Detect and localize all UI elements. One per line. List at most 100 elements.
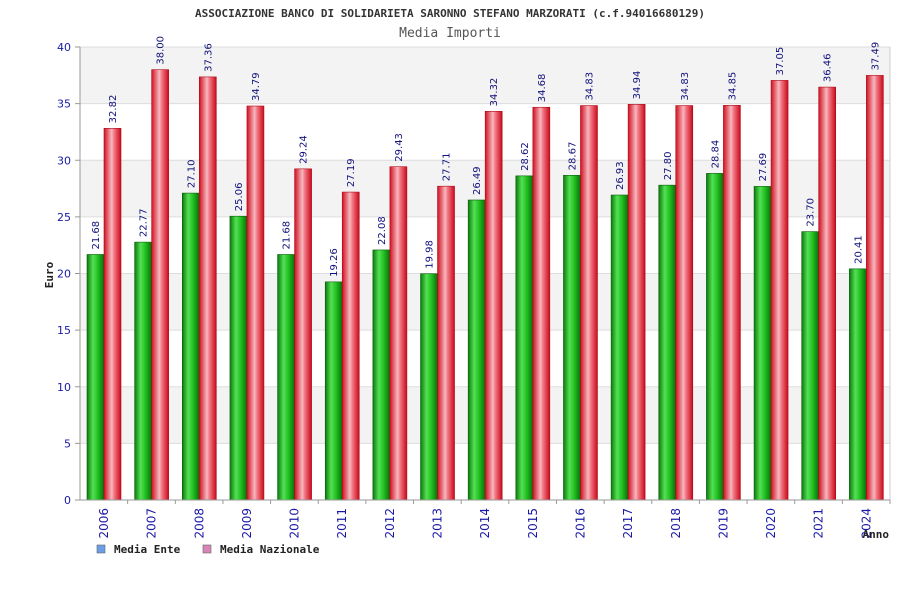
bar-media-ente — [658, 184, 677, 501]
value-label: 34.94 — [632, 71, 643, 100]
y-tick-label: 30 — [57, 154, 71, 167]
bars — [86, 69, 884, 501]
value-label: 34.79 — [251, 72, 262, 101]
bar-media-ente — [801, 231, 820, 501]
bar-media-ente — [706, 173, 724, 501]
bar-media-ente — [372, 249, 391, 501]
value-label: 38.00 — [156, 36, 167, 65]
bar-media-ente — [515, 175, 534, 501]
legend-swatch — [202, 544, 212, 554]
x-tick-label: 2012 — [383, 508, 397, 539]
value-label: 32.82 — [108, 95, 119, 124]
value-label: 28.67 — [567, 142, 578, 171]
value-label: 28.62 — [520, 142, 531, 171]
y-tick-label: 25 — [57, 211, 71, 224]
bar-media-ente — [467, 199, 486, 501]
x-tick-label: 2018 — [669, 508, 683, 539]
y-tick-label: 0 — [64, 494, 71, 507]
value-label: 26.49 — [472, 166, 483, 195]
value-label: 36.46 — [823, 53, 834, 82]
bar-media-nazionale — [532, 106, 551, 501]
legend-swatch — [96, 544, 106, 554]
chart-subtitle: Media Importi — [399, 26, 501, 41]
bar-media-ente — [849, 268, 867, 501]
y-tick-label: 10 — [57, 381, 71, 394]
bar-media-nazionale — [151, 69, 169, 501]
y-tick-label: 40 — [57, 41, 71, 54]
bar-media-nazionale — [627, 104, 646, 501]
value-label: 21.68 — [91, 221, 102, 250]
bar-media-nazionale — [723, 105, 741, 501]
bar-media-ente — [181, 192, 200, 501]
x-tick-label: 2017 — [621, 508, 635, 539]
value-label: 37.49 — [870, 42, 881, 71]
value-label: 34.83 — [680, 72, 691, 101]
x-tick-label: 2016 — [573, 508, 587, 539]
x-tick-label: 2014 — [478, 508, 492, 539]
value-label: 28.84 — [710, 140, 721, 169]
value-label: 27.80 — [663, 152, 674, 181]
value-label: 34.83 — [584, 72, 595, 101]
legend: Media Ente Media Nazionale — [96, 543, 320, 556]
y-tick-label: 20 — [57, 268, 71, 281]
value-label: 37.05 — [775, 47, 786, 76]
bar-media-nazionale — [580, 105, 598, 501]
value-label: 29.43 — [394, 133, 405, 162]
value-label: 34.85 — [727, 72, 738, 101]
value-label: 19.98 — [425, 240, 436, 269]
bar-media-ente — [229, 215, 248, 501]
bar-media-ente — [563, 175, 581, 501]
value-label: 27.69 — [758, 153, 769, 182]
bar-media-nazionale — [484, 111, 503, 501]
x-tick-label: 2013 — [431, 508, 445, 539]
legend-label: Media Nazionale — [220, 543, 320, 556]
x-tick-labels: 2006 2007 2008 2009 2010 2011 2012 2013 2014 2015… — [97, 508, 873, 539]
bar-media-ente — [324, 281, 343, 501]
value-label: 23.70 — [806, 198, 817, 227]
bar-media-nazionale — [770, 80, 789, 501]
x-tick-label: 2015 — [526, 508, 540, 539]
value-label: 37.36 — [203, 43, 214, 72]
bar-media-nazionale — [818, 86, 837, 501]
bar-media-ente — [753, 186, 772, 501]
bar-media-ente — [277, 254, 295, 501]
axes — [75, 46, 891, 504]
bar-media-nazionale — [294, 168, 312, 501]
x-tick-label: 2010 — [288, 508, 302, 539]
bar-media-ente — [86, 254, 105, 501]
value-label: 25.06 — [234, 183, 245, 212]
value-label: 27.71 — [442, 153, 453, 182]
x-tick-label: 2006 — [97, 508, 111, 539]
x-tick-label: 2020 — [764, 508, 778, 539]
x-tick-label: 2024 — [859, 508, 873, 539]
bar-media-nazionale — [103, 128, 122, 501]
value-label: 22.77 — [139, 208, 150, 237]
value-label: 27.19 — [346, 158, 357, 187]
x-tick-label: 2021 — [812, 508, 826, 539]
value-label: 19.26 — [329, 248, 340, 277]
value-label: 20.41 — [853, 235, 864, 264]
x-tick-label: 2019 — [716, 508, 730, 539]
x-tick-label: 2007 — [145, 508, 159, 539]
value-label: 22.08 — [377, 216, 388, 245]
bar-media-ente — [134, 241, 152, 501]
chart-title: ASSOCIAZIONE BANCO DI SOLIDARIETA SARONN… — [195, 7, 705, 20]
y-tick-labels: 0 5 10 15 20 25 30 35 40 — [57, 41, 71, 507]
bar-media-nazionale — [437, 185, 455, 501]
value-label: 34.68 — [537, 74, 548, 103]
bar-media-nazionale — [198, 76, 217, 501]
bar-media-ente — [610, 194, 629, 501]
value-label: 29.24 — [299, 135, 310, 164]
y-axis-title: Euro — [43, 261, 56, 288]
value-labels: 21.68 32.82 22.77 38.00 27.10 37.36 25.06 34.79… — [91, 36, 881, 277]
value-label: 34.32 — [489, 78, 500, 107]
bar-media-nazionale — [675, 105, 694, 501]
y-tick-label: 5 — [64, 437, 71, 450]
y-tick-label: 35 — [57, 98, 71, 111]
value-label: 27.10 — [186, 159, 197, 188]
legend-label: Media Ente — [114, 543, 181, 556]
bar-media-nazionale — [866, 75, 884, 501]
bar-media-nazionale — [341, 191, 360, 501]
value-label: 26.93 — [615, 161, 626, 190]
